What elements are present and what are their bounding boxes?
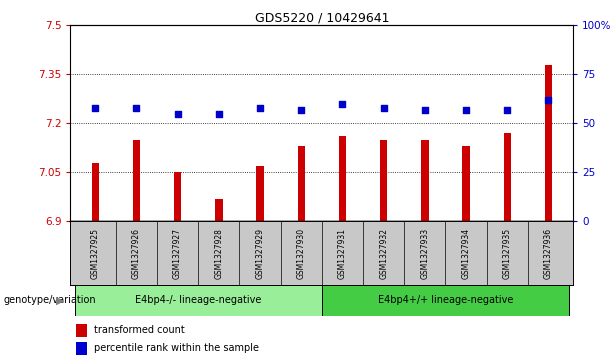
Text: GSM1327928: GSM1327928 — [215, 228, 223, 279]
Text: GSM1327933: GSM1327933 — [421, 228, 429, 279]
Bar — [215, 199, 223, 221]
Point — [338, 101, 348, 107]
Bar — [339, 136, 346, 221]
Text: percentile rank within the sample: percentile rank within the sample — [94, 343, 259, 354]
Text: GSM1327925: GSM1327925 — [91, 228, 100, 279]
Point — [255, 105, 265, 111]
Text: GSM1327931: GSM1327931 — [338, 228, 347, 279]
Bar — [75, 342, 86, 355]
Text: GSM1327932: GSM1327932 — [379, 228, 388, 279]
Text: transformed count: transformed count — [94, 325, 185, 335]
Text: E4bp4+/+ lineage-negative: E4bp4+/+ lineage-negative — [378, 295, 513, 305]
Bar — [503, 133, 511, 221]
Bar — [380, 140, 387, 221]
Bar — [462, 146, 470, 221]
Point — [461, 107, 471, 113]
Point — [544, 97, 554, 103]
Point — [173, 111, 183, 117]
Bar — [297, 146, 305, 221]
Bar — [421, 140, 428, 221]
Bar — [174, 172, 181, 221]
Point — [296, 107, 306, 113]
Text: E4bp4-/- lineage-negative: E4bp4-/- lineage-negative — [135, 295, 261, 305]
Text: GSM1327936: GSM1327936 — [544, 228, 553, 279]
Bar — [91, 163, 99, 221]
Text: ▶: ▶ — [56, 295, 64, 305]
Bar — [75, 285, 322, 316]
Text: GSM1327926: GSM1327926 — [132, 228, 141, 279]
Point — [90, 105, 100, 111]
Text: GSM1327930: GSM1327930 — [297, 228, 306, 279]
Bar — [545, 65, 552, 221]
Text: GSM1327927: GSM1327927 — [173, 228, 182, 279]
Text: GSM1327929: GSM1327929 — [256, 228, 265, 279]
Point — [502, 107, 512, 113]
Bar — [322, 285, 569, 316]
Point — [132, 105, 142, 111]
Title: GDS5220 / 10429641: GDS5220 / 10429641 — [254, 11, 389, 24]
Text: GSM1327934: GSM1327934 — [462, 228, 471, 279]
Bar — [256, 166, 264, 221]
Bar — [132, 140, 140, 221]
Text: GSM1327935: GSM1327935 — [503, 228, 512, 279]
Point — [214, 111, 224, 117]
Point — [420, 107, 430, 113]
Text: genotype/variation: genotype/variation — [3, 295, 96, 305]
Point — [379, 105, 389, 111]
Bar — [75, 324, 86, 337]
